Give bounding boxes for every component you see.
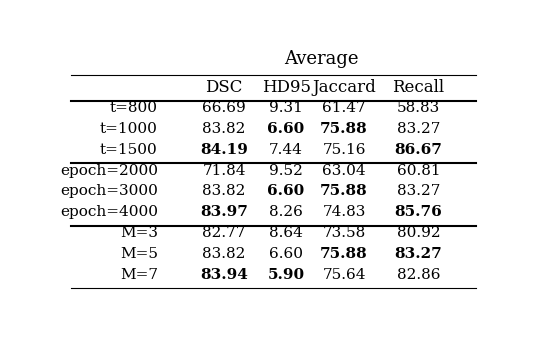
Text: 6.60: 6.60: [269, 247, 303, 261]
Text: 6.60: 6.60: [268, 184, 305, 198]
Text: 5.90: 5.90: [268, 268, 305, 281]
Text: epoch=2000: epoch=2000: [60, 163, 158, 177]
Text: 63.04: 63.04: [322, 163, 366, 177]
Text: 82.77: 82.77: [202, 226, 246, 240]
Text: 75.88: 75.88: [320, 247, 368, 261]
Text: 80.92: 80.92: [397, 226, 441, 240]
Text: HD95: HD95: [262, 79, 311, 96]
Text: 9.52: 9.52: [269, 163, 303, 177]
Text: 61.47: 61.47: [322, 101, 366, 115]
Text: 83.27: 83.27: [397, 122, 440, 136]
Text: 75.88: 75.88: [320, 184, 368, 198]
Text: 7.44: 7.44: [269, 143, 303, 157]
Text: 83.82: 83.82: [202, 184, 246, 198]
Text: Recall: Recall: [392, 79, 445, 96]
Text: epoch=4000: epoch=4000: [60, 205, 158, 219]
Text: M=3: M=3: [120, 226, 158, 240]
Text: 58.83: 58.83: [397, 101, 440, 115]
Text: 73.58: 73.58: [323, 226, 366, 240]
Text: t=800: t=800: [110, 101, 158, 115]
Text: 60.81: 60.81: [397, 163, 441, 177]
Text: 83.27: 83.27: [397, 184, 440, 198]
Text: M=5: M=5: [120, 247, 158, 261]
Text: DSC: DSC: [206, 79, 242, 96]
Text: t=1500: t=1500: [100, 143, 158, 157]
Text: 9.31: 9.31: [269, 101, 303, 115]
Text: 83.27: 83.27: [395, 247, 442, 261]
Text: 83.94: 83.94: [200, 268, 248, 281]
Text: 85.76: 85.76: [395, 205, 442, 219]
Text: 75.16: 75.16: [323, 143, 366, 157]
Text: 84.19: 84.19: [200, 143, 248, 157]
Text: 83.82: 83.82: [202, 122, 246, 136]
Text: Average: Average: [284, 51, 358, 68]
Text: 8.64: 8.64: [269, 226, 303, 240]
Text: 75.88: 75.88: [320, 122, 368, 136]
Text: 83.82: 83.82: [202, 247, 246, 261]
Text: 71.84: 71.84: [202, 163, 246, 177]
Text: 83.97: 83.97: [200, 205, 248, 219]
Text: 8.26: 8.26: [269, 205, 303, 219]
Text: 75.64: 75.64: [323, 268, 366, 281]
Text: M=7: M=7: [120, 268, 158, 281]
Text: 66.69: 66.69: [202, 101, 246, 115]
Text: Jaccard: Jaccard: [312, 79, 376, 96]
Text: 74.83: 74.83: [323, 205, 366, 219]
Text: 82.86: 82.86: [397, 268, 440, 281]
Text: 6.60: 6.60: [268, 122, 305, 136]
Text: 86.67: 86.67: [395, 143, 443, 157]
Text: t=1000: t=1000: [100, 122, 158, 136]
Text: epoch=3000: epoch=3000: [60, 184, 158, 198]
